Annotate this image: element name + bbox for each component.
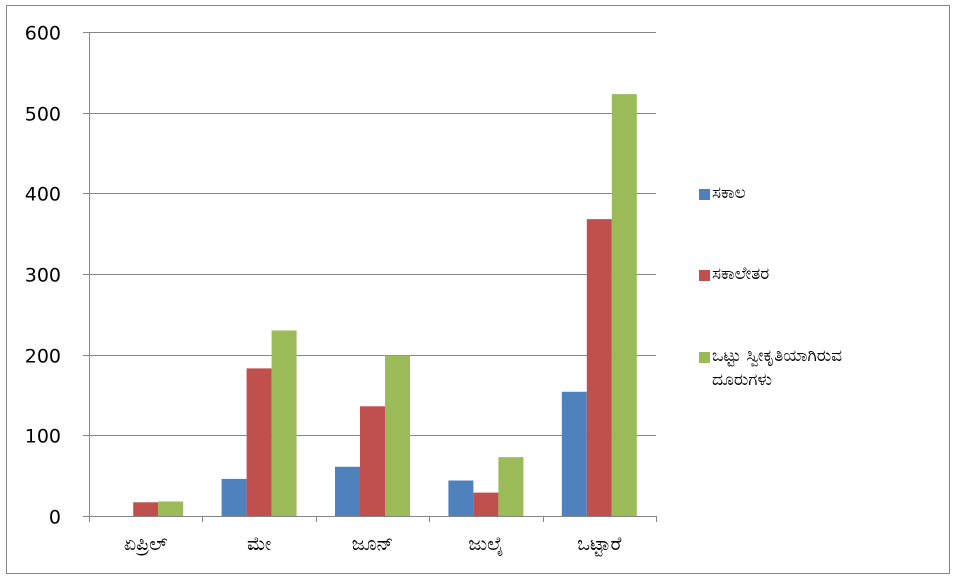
x-tick-label: ಜೂನ್ <box>352 533 394 555</box>
y-tick-label: 100 <box>25 426 61 448</box>
bar <box>133 502 159 516</box>
x-tick-label: ಜುಲೈ <box>468 533 503 557</box>
bar <box>385 355 410 516</box>
x-tick-label: ಮೇ <box>247 533 272 555</box>
y-tick-label: 500 <box>25 104 61 126</box>
legend-swatch <box>699 352 710 363</box>
bar <box>611 94 637 516</box>
bar <box>335 466 360 516</box>
y-tick-label: 400 <box>25 184 61 206</box>
x-tick-label: ಒಟ್ಟಾರೆ <box>577 533 621 557</box>
legend-label: ಸಕಾಲೇತರ <box>712 264 769 284</box>
bar <box>473 492 499 516</box>
bar <box>158 501 184 516</box>
bar <box>448 480 474 516</box>
bar <box>271 330 297 516</box>
bar <box>561 391 587 516</box>
legend-swatch <box>699 189 710 200</box>
y-tick-label: 200 <box>25 346 61 368</box>
chart-frame <box>6 5 950 574</box>
x-tick-label: ಏಪ್ರಿಲ್ <box>124 533 168 555</box>
legend-label: ದೂರುಗಳು <box>712 370 772 390</box>
bar <box>246 368 272 516</box>
bar <box>586 219 612 516</box>
bar <box>360 406 385 516</box>
legend-label: ಒಟ್ಟು ಸ್ವೀಕೃತಿಯಾಗಿರುವ <box>712 346 842 367</box>
y-tick-label: 300 <box>25 265 61 287</box>
legend-label: ಸಕಾಲ <box>712 183 746 203</box>
bar <box>498 457 524 516</box>
y-tick-label: 600 <box>25 23 61 45</box>
y-tick-label: 0 <box>49 507 61 529</box>
legend-swatch <box>699 270 710 281</box>
bar <box>221 478 247 516</box>
